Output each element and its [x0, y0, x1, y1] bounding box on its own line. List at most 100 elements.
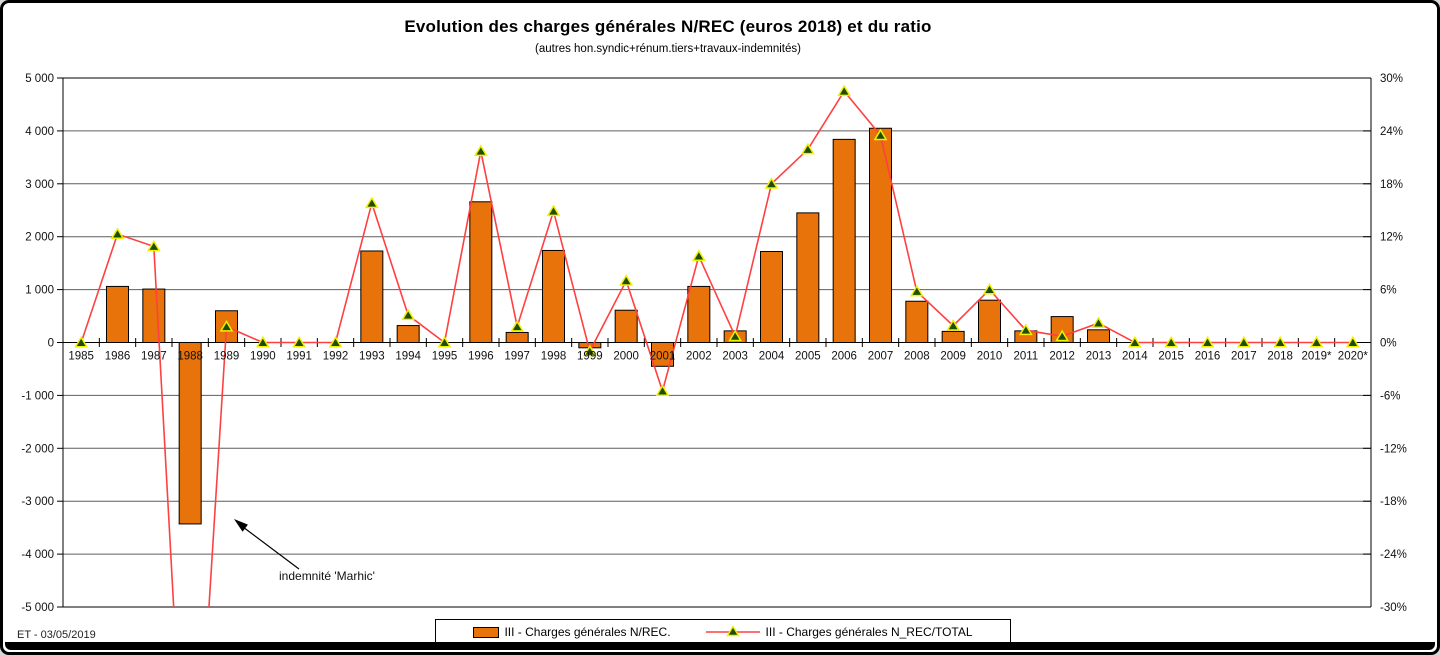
x-axis-year-label: 2013 [1086, 351, 1112, 363]
x-axis-year-label: 2011 [1013, 351, 1038, 363]
triangle-marker [146, 239, 161, 252]
x-axis-year-label: 1998 [541, 351, 567, 363]
triangle-marker [219, 319, 234, 332]
x-axis-year-label: 2006 [831, 351, 857, 363]
triangle-marker [655, 384, 670, 396]
left-axis-tick-label: 5 000 [25, 73, 54, 85]
x-axis-year-label: 2014 [1122, 351, 1148, 363]
left-axis-tick-label: -5 000 [21, 602, 54, 614]
legend-bar-swatch-icon [473, 626, 500, 638]
x-axis-year-label: 2005 [795, 351, 821, 363]
right-axis-tick-label: 18% [1380, 179, 1403, 191]
x-axis-year-label: 2019* [1301, 351, 1332, 363]
bar [142, 288, 166, 344]
x-axis-year-label: 2016 [1195, 351, 1221, 363]
x-axis-year-label: 1995 [432, 351, 458, 363]
legend-line-swatch-icon [705, 625, 760, 637]
left-axis-tick-label: -3 000 [21, 496, 54, 508]
x-axis-year-label: 2000 [613, 351, 639, 363]
x-axis-year-label: 2015 [1158, 351, 1184, 363]
triangle-marker [764, 177, 779, 189]
annotation-marhic: indemnité 'Marhic' [279, 569, 375, 583]
x-axis-year-label: 1987 [141, 351, 167, 363]
x-axis-year-label: 1989 [214, 351, 240, 363]
x-axis-year-label: 1991 [286, 351, 312, 363]
ratio-line-series [80, 89, 1353, 607]
triangle-marker [582, 344, 597, 357]
right-axis-tick-label: 6% [1380, 285, 1397, 297]
triangle-marker [946, 319, 961, 331]
bar [396, 325, 420, 343]
bar [505, 331, 529, 344]
x-axis-year-label: 1996 [468, 351, 494, 363]
triangle-marker [1309, 335, 1324, 348]
bar-series-charges-generales [106, 127, 1110, 525]
bar [178, 342, 202, 525]
x-axis-year-label: 1992 [323, 351, 349, 363]
bottom-bar [5, 642, 1435, 650]
bar [542, 249, 565, 343]
triangle-marker [364, 196, 379, 209]
triangle-marker [110, 227, 125, 240]
triangle-marker [473, 144, 488, 157]
triangle-marker [800, 142, 815, 155]
x-axis-year-label: 2017 [1231, 351, 1257, 363]
x-axis-year-label: 2020* [1338, 351, 1369, 363]
bar [760, 251, 783, 343]
left-axis-tick-label: 1 000 [25, 285, 54, 297]
x-axis-year-label: 2002 [686, 351, 712, 363]
triangle-marker [1091, 316, 1106, 329]
x-axis-labels: 1985 1986 1987 1988 1989 1990 1991 1992 1993 1994… [68, 351, 1368, 363]
bar [651, 342, 674, 367]
triangle-marker [510, 319, 525, 332]
x-axis-year-label: 2004 [759, 351, 785, 363]
triangle-marker [1164, 335, 1179, 348]
triangle-marker [328, 335, 343, 348]
x-axis-year-label: 1988 [177, 351, 203, 363]
x-axis-year-label: 2010 [977, 351, 1003, 363]
bar [469, 201, 493, 343]
x-axis-year-label: 1997 [504, 351, 530, 363]
triangle-marker [292, 335, 307, 348]
x-axis-year-label: 2008 [904, 351, 930, 363]
triangle-marker [74, 335, 89, 348]
triangle-marker [401, 308, 416, 321]
right-axis-tick-label: 30% [1380, 73, 1403, 85]
x-axis-year-label: 2009 [940, 351, 966, 363]
triangle-marker [1018, 323, 1033, 336]
x-axis-year-label: 2018 [1267, 351, 1293, 363]
triangle-marker [619, 274, 634, 286]
triangle-marker [909, 284, 924, 297]
legend: III - Charges générales N/REC. III - Cha… [435, 619, 1011, 645]
x-axis-year-label: 1993 [359, 351, 385, 363]
triangle-marker [1345, 335, 1360, 348]
x-axis-year-label: 1990 [250, 351, 276, 363]
right-axis-tick-label: -30% [1380, 602, 1407, 614]
triangle-marker [1273, 335, 1288, 348]
right-axis-tick-label: -18% [1380, 496, 1407, 508]
x-axis-year-label: 1994 [395, 351, 421, 363]
left-axis-tick-label: 0 [48, 338, 54, 350]
x-axis-year-label: 1985 [68, 351, 94, 363]
triangle-marker [437, 335, 452, 348]
bar [106, 285, 129, 343]
triangle-marker [982, 282, 997, 295]
x-axis-year-label: 1986 [105, 351, 131, 363]
right-axis-tick-label: 12% [1380, 232, 1403, 244]
legend-item-line: III - Charges générales N_REC/TOTAL [705, 625, 973, 639]
left-axis-tick-label: 2 000 [25, 232, 54, 244]
triangle-marker [255, 335, 270, 348]
right-axis-tick-label: 24% [1380, 126, 1403, 138]
x-axis-year-label: 2001 [650, 351, 676, 363]
x-axis-year-label: 2003 [722, 351, 748, 363]
left-axis-tick-label: -4 000 [21, 549, 54, 561]
ratio-markers [74, 84, 1360, 396]
right-axis-tick-label: 0% [1380, 338, 1397, 350]
x-axis-year-label: 2012 [1049, 351, 1075, 363]
left-axis-tick-label: -2 000 [21, 443, 54, 455]
right-axis-tick-label: -12% [1380, 443, 1407, 455]
triangle-marker [873, 128, 888, 141]
triangle-marker [728, 329, 743, 342]
bar [869, 127, 892, 343]
triangle-marker [837, 84, 852, 97]
